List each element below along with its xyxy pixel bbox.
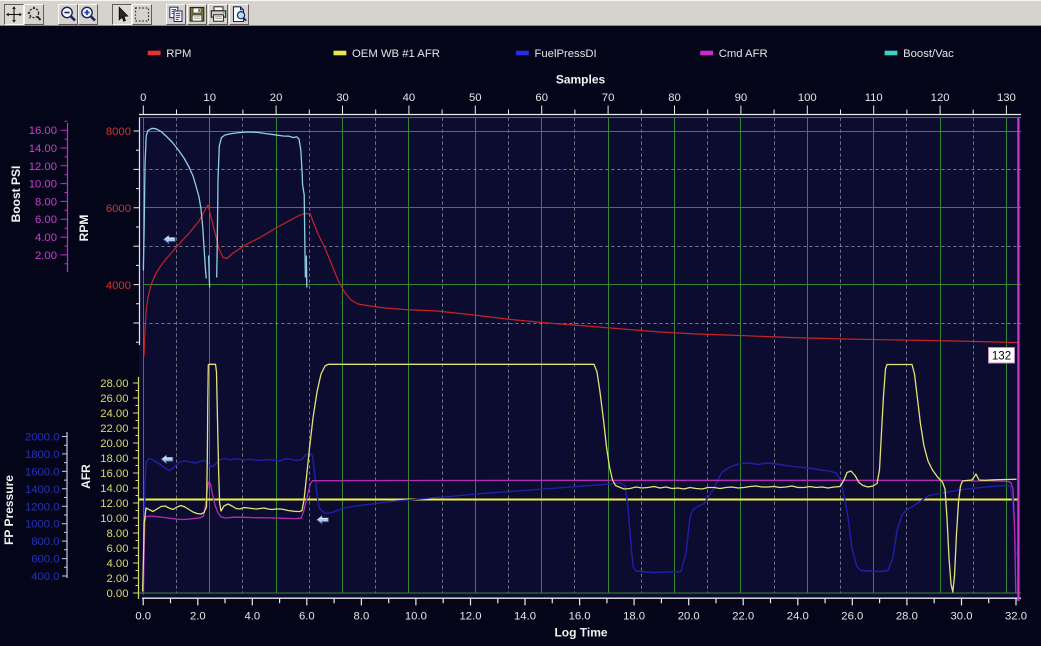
svg-text:0.00: 0.00 [107, 588, 129, 600]
svg-text:Boost/Vac: Boost/Vac [903, 48, 954, 60]
svg-text:0.0: 0.0 [135, 611, 151, 623]
svg-text:4000: 4000 [106, 280, 131, 292]
svg-text:32.0: 32.0 [1005, 611, 1027, 623]
svg-text:28.00: 28.00 [100, 378, 128, 390]
svg-text:2.00: 2.00 [107, 573, 129, 585]
svg-text:14.0: 14.0 [514, 611, 536, 623]
svg-text:16.00: 16.00 [29, 125, 57, 137]
svg-text:2000.0: 2000.0 [25, 432, 60, 444]
svg-text:2.00: 2.00 [35, 250, 57, 262]
svg-text:16.00: 16.00 [100, 468, 128, 480]
svg-text:4.0: 4.0 [244, 611, 260, 623]
svg-text:10.00: 10.00 [100, 513, 128, 525]
svg-text:60: 60 [535, 92, 548, 104]
svg-text:8.00: 8.00 [35, 196, 57, 208]
svg-text:40: 40 [403, 92, 416, 104]
svg-text:1600.0: 1600.0 [25, 466, 60, 478]
svg-text:1200.0: 1200.0 [25, 501, 60, 513]
svg-text:8.00: 8.00 [107, 528, 129, 540]
svg-text:70: 70 [602, 92, 615, 104]
svg-text:80: 80 [668, 92, 681, 104]
svg-text:22.0: 22.0 [732, 611, 754, 623]
svg-text:8000: 8000 [106, 126, 131, 138]
svg-text:1800.0: 1800.0 [25, 449, 60, 461]
svg-text:100: 100 [798, 92, 817, 104]
svg-text:4.00: 4.00 [35, 232, 57, 244]
svg-text:28.0: 28.0 [896, 611, 918, 623]
svg-text:RPM: RPM [77, 215, 91, 242]
svg-text:24.00: 24.00 [100, 408, 128, 420]
svg-text:10.00: 10.00 [29, 179, 57, 191]
svg-text:400.0: 400.0 [31, 571, 59, 583]
svg-text:Boost PSI: Boost PSI [9, 166, 23, 223]
svg-text:18.0: 18.0 [623, 611, 645, 623]
svg-text:22.00: 22.00 [100, 423, 128, 435]
svg-text:20.0: 20.0 [678, 611, 700, 623]
svg-text:6.00: 6.00 [107, 543, 129, 555]
svg-text:1400.0: 1400.0 [25, 484, 60, 496]
svg-text:24.0: 24.0 [787, 611, 809, 623]
svg-text:6.00: 6.00 [35, 214, 57, 226]
svg-text:14.00: 14.00 [29, 143, 57, 155]
svg-text:90: 90 [735, 92, 748, 104]
svg-text:6.0: 6.0 [299, 611, 315, 623]
svg-text:800.0: 800.0 [31, 536, 59, 548]
svg-text:20: 20 [270, 92, 283, 104]
svg-text:16.0: 16.0 [569, 611, 591, 623]
svg-text:8.0: 8.0 [354, 611, 370, 623]
svg-text:6000: 6000 [106, 203, 131, 215]
svg-text:Cmd AFR: Cmd AFR [719, 48, 768, 60]
svg-text:12.00: 12.00 [100, 498, 128, 510]
svg-text:Log Time: Log Time [554, 626, 607, 640]
svg-text:130: 130 [997, 92, 1016, 104]
svg-text:20.00: 20.00 [100, 438, 128, 450]
svg-text:12.00: 12.00 [29, 161, 57, 173]
svg-text:10: 10 [203, 92, 216, 104]
svg-text:1000.0: 1000.0 [25, 519, 60, 531]
svg-text:Samples: Samples [556, 73, 606, 87]
svg-text:FP Pressure: FP Pressure [2, 475, 16, 545]
svg-text:0: 0 [140, 92, 146, 104]
svg-text:30: 30 [336, 92, 349, 104]
svg-text:FuelPressDI: FuelPressDI [535, 48, 597, 60]
svg-text:120: 120 [931, 92, 950, 104]
svg-text:OEM WB #1 AFR: OEM WB #1 AFR [352, 48, 440, 60]
svg-text:30.0: 30.0 [951, 611, 973, 623]
svg-text:12.0: 12.0 [460, 611, 482, 623]
svg-text:26.0: 26.0 [841, 611, 863, 623]
svg-text:600.0: 600.0 [31, 554, 59, 566]
svg-text:50: 50 [469, 92, 482, 104]
svg-text:AFR: AFR [79, 464, 93, 489]
svg-text:10.0: 10.0 [405, 611, 427, 623]
svg-text:RPM: RPM [166, 48, 191, 60]
svg-text:26.00: 26.00 [100, 393, 128, 405]
svg-text:2.0: 2.0 [190, 611, 206, 623]
svg-text:110: 110 [865, 92, 883, 104]
svg-text:18.00: 18.00 [100, 453, 128, 465]
svg-text:132: 132 [992, 351, 1011, 363]
svg-text:4.00: 4.00 [107, 558, 129, 570]
svg-text:14.00: 14.00 [100, 483, 128, 495]
